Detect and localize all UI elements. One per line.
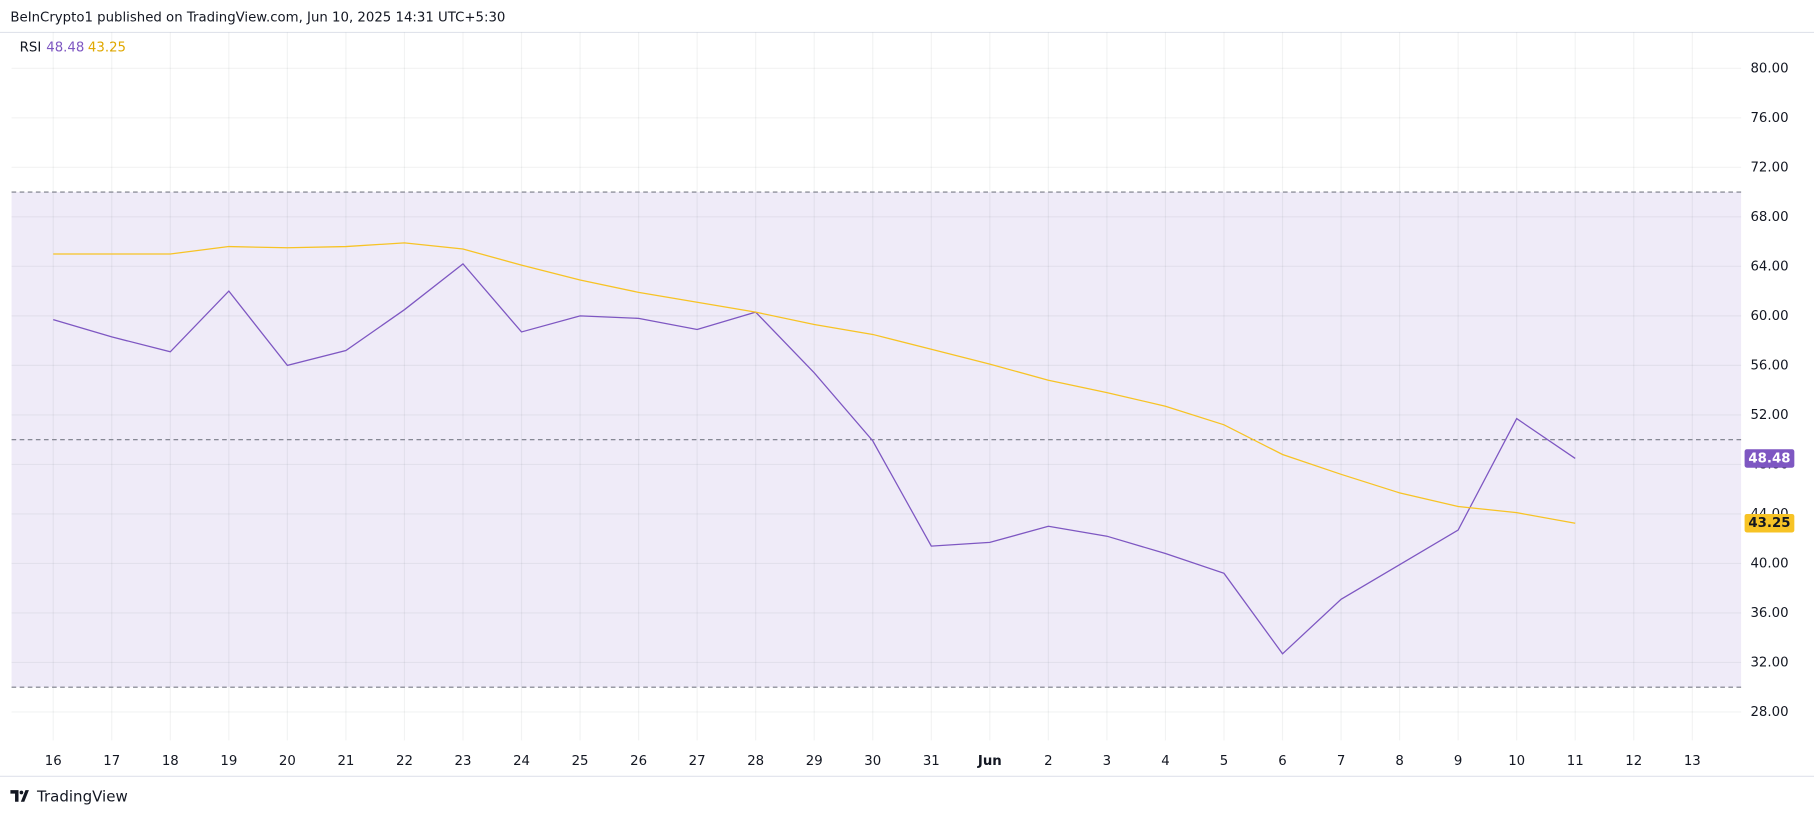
x-tick-label: 22 <box>396 754 413 769</box>
tradingview-logo <box>10 790 29 802</box>
x-tick-label: 29 <box>806 754 823 769</box>
rsi-band <box>11 192 1742 688</box>
x-tick-label: 30 <box>864 754 881 769</box>
x-tick-label: 11 <box>1567 754 1584 769</box>
x-tick-label: 6 <box>1278 754 1286 769</box>
legend-value: 48.48 <box>46 40 84 55</box>
legend-value: 43.25 <box>88 40 126 55</box>
indicator-name: RSI <box>20 40 42 55</box>
x-tick-label: 3 <box>1103 754 1111 769</box>
x-tick-label: 26 <box>630 754 647 769</box>
y-tick-label: 60.00 <box>1750 309 1788 324</box>
y-tick-label: 76.00 <box>1750 111 1788 126</box>
last-value-badge <box>1744 449 1795 468</box>
y-tick-label: 68.00 <box>1750 210 1788 225</box>
x-tick-label: 21 <box>337 754 354 769</box>
x-tick-label: 7 <box>1337 754 1345 769</box>
y-tick-label: 52.00 <box>1750 408 1788 423</box>
x-tick-label: 27 <box>689 754 706 769</box>
series-line <box>53 242 1576 524</box>
x-tick-label: 4 <box>1161 754 1169 769</box>
last-value-badge <box>1744 513 1795 533</box>
x-tick-label: 25 <box>572 754 589 769</box>
x-tick-label: 20 <box>279 754 296 769</box>
x-tick-label: 9 <box>1454 754 1462 769</box>
x-tick-label: 12 <box>1625 754 1642 769</box>
x-tick-label: 16 <box>45 754 62 769</box>
y-tick-label: 80.00 <box>1750 61 1788 76</box>
last-value-label: 43.25 <box>1748 516 1790 531</box>
x-tick-label: 18 <box>162 754 179 769</box>
y-tick-label: 36.00 <box>1750 606 1788 621</box>
y-tick-label: 64.00 <box>1750 259 1788 274</box>
last-value-label: 48.48 <box>1748 451 1790 466</box>
footer-brand: TradingView <box>36 788 128 806</box>
x-tick-label: 31 <box>923 754 940 769</box>
x-tick-label: Jun <box>977 754 1002 769</box>
x-tick-label: 10 <box>1508 754 1525 769</box>
plot-area <box>11 32 1742 741</box>
x-tick-label: 28 <box>747 754 764 769</box>
x-tick-label: 24 <box>513 754 530 769</box>
x-tick-label: 23 <box>455 754 472 769</box>
y-tick-label: 32.00 <box>1750 655 1788 670</box>
y-tick-label: 40.00 <box>1750 556 1788 571</box>
x-tick-label: 19 <box>220 754 237 769</box>
x-tick-label: 13 <box>1684 754 1701 769</box>
x-tick-label: 17 <box>103 754 120 769</box>
y-tick-label: 28.00 <box>1750 705 1788 720</box>
series-line <box>53 263 1576 655</box>
y-tick-label: 72.00 <box>1750 160 1788 175</box>
x-tick-label: 2 <box>1044 754 1052 769</box>
x-tick-label: 8 <box>1395 754 1403 769</box>
y-tick-label: 56.00 <box>1750 358 1788 373</box>
x-tick-label: 5 <box>1220 754 1228 769</box>
publish-header: BeInCrypto1 published on TradingView.com… <box>10 10 505 25</box>
